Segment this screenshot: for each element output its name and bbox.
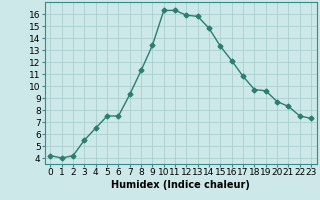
X-axis label: Humidex (Indice chaleur): Humidex (Indice chaleur): [111, 180, 250, 190]
